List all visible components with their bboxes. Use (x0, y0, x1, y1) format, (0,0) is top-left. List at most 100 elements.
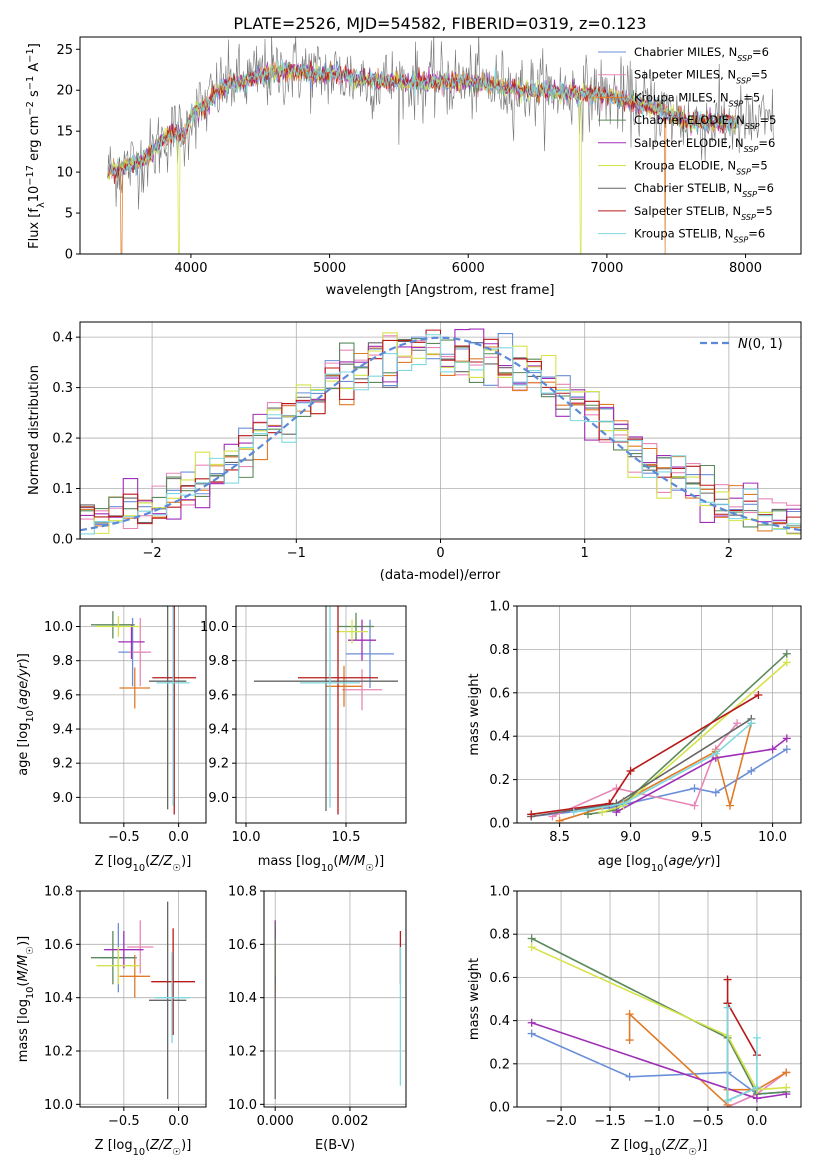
axes-frame (79, 36, 802, 255)
x-tick-label: 0.002 (331, 1114, 368, 1129)
legend-entry: Kroupa STELIB, NSSP=6 (634, 227, 765, 245)
mass-vs-metallicity-panel: −0.5 0.0 10.0 10.2 10.4 10.6 10.8 Z [log10(Z/Z☉… (16, 885, 207, 1158)
series-marker (584, 810, 592, 819)
y-tick-label: 9.8 (52, 654, 73, 669)
series-marker (625, 1036, 634, 1045)
x-axis-label: Z [log10(Z/Z☉)] (611, 1138, 708, 1158)
series-marker (626, 766, 635, 775)
series-marker (527, 1018, 536, 1027)
x-tick-label: −0.5 (108, 1114, 140, 1129)
x-tick-label: 7000 (590, 261, 623, 276)
y-tick-label: 0.8 (489, 928, 510, 943)
figure-title: PLATE=2526, MJD=54582, FIBERID=0319, z=0… (233, 14, 646, 33)
x-tick-label: 0.000 (257, 1114, 294, 1129)
series-marker (782, 1068, 791, 1077)
y-axis-label: age [log10(age/yr)] (16, 653, 36, 776)
plot-area (107, 37, 774, 254)
x-axis-label: Z [log10(Z/Z☉)] (95, 1138, 192, 1158)
y-axis-label: Normed distribution (27, 365, 42, 495)
axes-frame (263, 890, 407, 1108)
x-axis-label: age [log10(age/yr)] (598, 854, 721, 874)
y-tick-label: 0.2 (489, 773, 510, 788)
series-marker (625, 1010, 634, 1019)
x-tick-label: 8000 (729, 261, 762, 276)
series-line-1 (552, 722, 738, 818)
y-tick-label: 10.4 (228, 991, 257, 1006)
axes-frame (516, 605, 802, 824)
plot-area (274, 920, 402, 1099)
series-marker (782, 734, 791, 743)
series-marker (527, 1029, 536, 1038)
x-tick-label: −1.5 (594, 1114, 626, 1129)
series-line-5 (531, 946, 787, 1091)
x-tick-label: 10.5 (332, 830, 361, 845)
y-tick-label: 9.0 (52, 791, 73, 806)
axes-frame (79, 605, 207, 824)
legend-entry: Salpeter MILES, NSSP=5 (634, 68, 768, 86)
y-tick-label: 0.4 (52, 331, 73, 346)
y-tick-label: 10.2 (44, 1045, 73, 1060)
histogram-8 (80, 334, 801, 539)
spectrum-line-8 (107, 59, 739, 177)
y-tick-label: 10.8 (228, 885, 257, 900)
x-tick-label: 8.5 (549, 830, 570, 845)
y-tick-label: 0.0 (489, 1101, 510, 1116)
series-marker (747, 766, 756, 775)
x-axis-label: wavelength [Angstrom, rest frame] (326, 283, 555, 298)
series-marker (723, 1096, 732, 1105)
y-tick-label: 9.6 (208, 688, 229, 703)
x-axis-label: mass [log10(M/M☉)] (258, 854, 385, 874)
y-tick-label: 10.6 (44, 938, 73, 953)
y-tick-label: 1.0 (489, 885, 510, 900)
y-tick-label: 9.8 (208, 654, 229, 669)
series-marker (733, 719, 742, 728)
series-marker (619, 799, 628, 808)
x-tick-label: 0 (436, 546, 444, 561)
y-tick-label: 0.2 (489, 1057, 510, 1072)
y-tick-label: 10.4 (44, 991, 73, 1006)
x-tick-label: 1 (581, 546, 589, 561)
x-tick-label: 2 (725, 546, 733, 561)
x-tick-label: 10.0 (232, 830, 261, 845)
y-tick-label: 0.6 (489, 971, 510, 986)
x-tick-label: 0.0 (168, 1114, 189, 1129)
series-marker (612, 808, 621, 817)
series-marker (527, 943, 536, 952)
y-tick-label: 10.0 (44, 620, 73, 635)
series-marker (625, 1072, 634, 1081)
y-tick-label: 0.4 (489, 1014, 510, 1029)
age-vs-metallicity-panel: −0.5 0.0 9.0 9.2 9.4 9.6 9.8 10.0 Z [log10(Z/Z☉)… (16, 605, 207, 874)
plot-area (90, 901, 196, 1099)
x-tick-label: −0.5 (108, 830, 140, 845)
series-marker (752, 1033, 761, 1042)
y-tick-label: 10.8 (44, 885, 73, 900)
y-tick-label: 10.0 (200, 620, 229, 635)
x-axis-label: (data-model)/error (380, 568, 501, 583)
series-marker (723, 975, 732, 984)
x-tick-label: 9.0 (620, 830, 641, 845)
plot-area (527, 934, 791, 1107)
x-tick-label: 0.0 (747, 1114, 768, 1129)
series-marker (711, 788, 720, 797)
x-tick-label: −2 (143, 546, 162, 561)
series-marker (768, 745, 777, 754)
x-axis-label: Z [log10(Z/Z☉)] (95, 854, 192, 874)
series-marker (569, 808, 578, 817)
spectrum-panel: 4000 5000 6000 7000 8000 0 5 10 15 20 25 wavelength… (25, 36, 802, 298)
y-tick-label: 1.0 (489, 600, 510, 615)
y-axis-label: mass weight (467, 958, 482, 1040)
series-line-3 (531, 937, 787, 1095)
x-tick-label: 4000 (174, 261, 207, 276)
x-tick-label: 5000 (313, 261, 346, 276)
y-tick-label: 9.2 (208, 757, 229, 772)
y-tick-label: 0.3 (52, 381, 73, 396)
y-tick-label: 10.0 (44, 1098, 73, 1113)
legend-entry: Salpeter ELODIE, NSSP=6 (634, 136, 775, 154)
y-tick-label: 0.6 (489, 686, 510, 701)
y-tick-label: 9.0 (208, 791, 229, 806)
series-marker (598, 808, 607, 817)
series-line-8 (726, 1007, 758, 1102)
legend-entry: N(0, 1) (738, 337, 783, 352)
series-marker (782, 1083, 791, 1092)
series-marker (527, 934, 536, 943)
